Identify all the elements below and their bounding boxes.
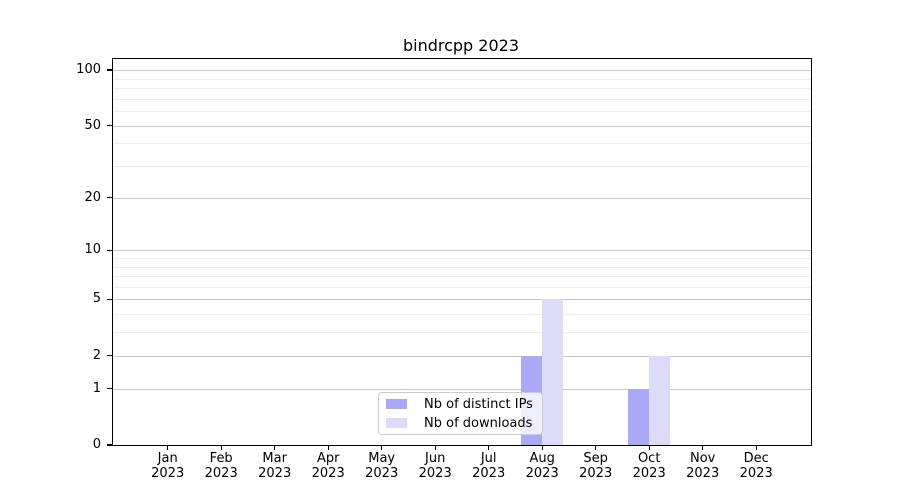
chart-title: bindrcpp 2023 bbox=[402, 36, 520, 55]
y-axis-tick bbox=[106, 355, 112, 357]
y-axis-tick-label: 5 bbox=[92, 291, 101, 307]
y-axis-tick bbox=[106, 69, 112, 71]
gridline-minor bbox=[113, 166, 811, 167]
x-axis-tick-label: Sep 2023 bbox=[564, 451, 628, 481]
y-axis-tick bbox=[106, 197, 112, 199]
x-axis-tick-year: 2023 bbox=[525, 466, 559, 481]
gridline-major bbox=[113, 299, 811, 301]
x-axis-tick bbox=[595, 445, 597, 450]
x-axis-tick-label: Feb 2023 bbox=[189, 451, 253, 481]
x-axis-tick-year: 2023 bbox=[365, 466, 399, 481]
gridline-minor bbox=[113, 98, 811, 100]
x-axis-tick-label: Oct 2023 bbox=[617, 451, 681, 481]
bar-aug-downloads bbox=[542, 299, 564, 445]
y-axis-tick-label: 20 bbox=[84, 189, 101, 205]
x-axis-tick bbox=[755, 445, 757, 450]
gridline-minor bbox=[113, 286, 811, 288]
y-axis-tick-label: 1 bbox=[92, 380, 101, 396]
gridline-minor bbox=[113, 332, 811, 334]
x-axis-tick bbox=[541, 445, 543, 450]
x-axis-tick-label: Nov 2023 bbox=[671, 451, 735, 481]
x-axis-tick-label: Jul 2023 bbox=[457, 451, 521, 481]
x-axis-tick-label: Mar 2023 bbox=[243, 451, 307, 481]
gridline-major bbox=[113, 250, 811, 252]
bar-oct-downloads bbox=[649, 355, 671, 445]
x-axis-tick-year: 2023 bbox=[472, 466, 506, 481]
legend-row-downloads: Nb of downloads bbox=[386, 416, 535, 431]
gridline-major bbox=[113, 197, 811, 199]
x-axis-tick-label: Apr 2023 bbox=[296, 451, 360, 481]
x-axis-tick-year: 2023 bbox=[632, 466, 666, 481]
bar-oct-distinct-ips bbox=[628, 388, 650, 445]
x-axis-tick-label: Jan 2023 bbox=[136, 451, 200, 481]
x-axis-tick-year: 2023 bbox=[579, 466, 613, 481]
x-axis-tick bbox=[434, 445, 436, 450]
x-axis-tick bbox=[648, 445, 650, 450]
gridline-major bbox=[113, 70, 811, 71]
x-axis-tick bbox=[381, 445, 383, 450]
gridline-minor bbox=[113, 143, 811, 145]
y-axis-tick bbox=[106, 388, 112, 390]
legend-swatch-distinct-ips-icon bbox=[386, 399, 407, 409]
gridline-minor bbox=[113, 276, 811, 277]
plot-area: 0 1 2 5 10 20 50 100 Jan 2023 Feb 2023 Mar 2023 Apr 202… bbox=[76, 58, 812, 481]
gridline-major bbox=[113, 355, 811, 357]
x-axis-tick-year: 2023 bbox=[418, 466, 452, 481]
x-axis-tick bbox=[327, 445, 329, 450]
gridline-minor bbox=[113, 87, 811, 89]
x-axis-tick bbox=[488, 445, 490, 450]
legend-swatch-downloads-icon bbox=[386, 418, 407, 428]
y-axis-tick-label: 10 bbox=[84, 242, 101, 258]
legend: Nb of distinct IPs Nb of downloads bbox=[378, 392, 543, 435]
x-axis-tick-year: 2023 bbox=[204, 466, 238, 481]
x-axis-tick-year: 2023 bbox=[258, 466, 292, 481]
gridline-minor bbox=[113, 111, 811, 112]
legend-label-distinct-ips: Nb of distinct IPs bbox=[424, 396, 533, 412]
x-axis-tick bbox=[167, 445, 169, 450]
x-axis-tick-label: Dec 2023 bbox=[724, 451, 788, 481]
y-axis-tick bbox=[106, 249, 112, 251]
x-axis-tick-label: Jun 2023 bbox=[403, 451, 467, 481]
gridline-major bbox=[113, 125, 811, 127]
gridline-minor bbox=[113, 78, 811, 80]
x-axis-tick-label: Aug 2023 bbox=[510, 451, 574, 481]
y-axis-tick bbox=[106, 124, 112, 127]
x-axis-tick bbox=[274, 445, 276, 450]
y-axis-tick bbox=[106, 444, 112, 446]
legend-label-downloads: Nb of downloads bbox=[424, 415, 533, 431]
gridline-minor bbox=[113, 266, 811, 268]
gridline-major bbox=[113, 388, 811, 390]
x-axis-tick-year: 2023 bbox=[739, 466, 773, 481]
y-axis-tick-label: 2 bbox=[92, 347, 101, 363]
gridline-minor bbox=[113, 257, 811, 259]
x-axis-tick-label: May 2023 bbox=[350, 451, 414, 481]
y-axis-tick-label: 100 bbox=[76, 62, 101, 77]
gridline-minor bbox=[113, 314, 811, 316]
x-axis-tick bbox=[220, 445, 222, 450]
x-axis-tick-year: 2023 bbox=[686, 466, 720, 481]
x-axis-tick-year: 2023 bbox=[151, 466, 185, 481]
y-axis-tick-label: 0 bbox=[92, 437, 101, 452]
y-axis-tick-label: 50 bbox=[84, 117, 101, 133]
legend-row-distinct-ips: Nb of distinct IPs bbox=[386, 397, 535, 412]
x-axis-tick bbox=[702, 445, 704, 450]
y-axis-tick bbox=[106, 298, 112, 301]
x-axis-tick-year: 2023 bbox=[311, 466, 345, 481]
